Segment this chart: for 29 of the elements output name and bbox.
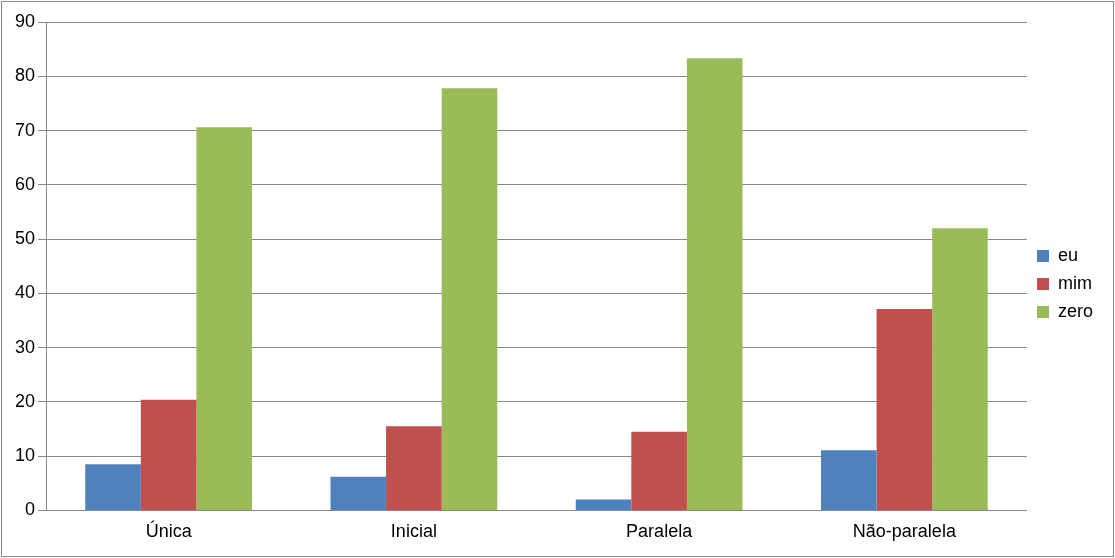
y-tick-label: 40	[14, 282, 36, 303]
bar	[441, 88, 498, 510]
bar	[330, 476, 387, 510]
bar	[876, 309, 933, 510]
x-tick-label: Paralela	[626, 521, 694, 542]
bar	[196, 127, 253, 510]
y-tick-label: 30	[14, 336, 36, 357]
x-tick-label: Inicial	[390, 521, 437, 542]
legend-label: zero	[1057, 300, 1093, 321]
bar	[386, 426, 442, 510]
y-tick-label: 20	[14, 390, 36, 411]
legend-label: mim	[1057, 272, 1092, 293]
bar	[686, 58, 743, 510]
x-tick-label: Única	[145, 520, 193, 542]
bar	[140, 399, 197, 510]
y-tick-label: 90	[14, 10, 36, 31]
y-tick-label: 50	[14, 228, 36, 249]
y-tick-label: 80	[14, 65, 36, 86]
legend-label: eu	[1057, 244, 1079, 265]
y-tick-label: 10	[14, 445, 36, 466]
y-tick-label: 70	[14, 119, 36, 140]
y-tick-label: 60	[14, 173, 36, 194]
bar	[820, 450, 877, 510]
y-tick-label: 0	[25, 499, 36, 520]
bar	[932, 228, 988, 510]
x-tick-label: Não-paralela	[852, 521, 957, 542]
bar	[85, 464, 141, 510]
bar	[575, 499, 632, 510]
bar	[631, 431, 687, 510]
